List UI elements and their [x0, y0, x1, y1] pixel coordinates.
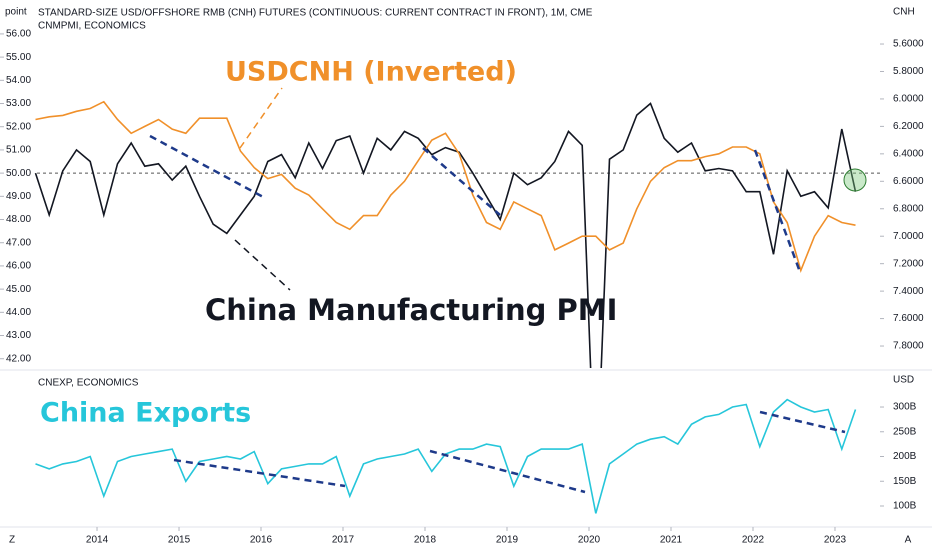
annotations [149, 87, 846, 494]
footer-icon[interactable]: A [905, 535, 912, 546]
x-tick-label: 2017 [332, 535, 355, 546]
y-tick-label: 45.00 [6, 284, 31, 295]
y2-axis-label: USD [893, 375, 914, 386]
y-tick-label: 49.00 [6, 191, 31, 202]
annotation: China Exports [40, 398, 251, 429]
y2-axis-label: CNH [893, 7, 915, 18]
trend-line [429, 449, 586, 494]
y-tick-label: 50.00 [6, 168, 31, 179]
y-tick-label: 54.00 [6, 75, 31, 86]
y2-tick-label: 7.6000 [893, 313, 924, 324]
y-tick-label: 52.00 [6, 121, 31, 132]
y-tick-label: 42.00 [6, 353, 31, 364]
trend-line [753, 149, 802, 273]
y2-tick-label: 7.2000 [893, 258, 924, 269]
y2-tick-label: 7.8000 [893, 341, 924, 352]
y2-tick-label: 6.4000 [893, 148, 924, 159]
x-tick-label: 2019 [496, 535, 519, 546]
x-tick-label: 2021 [660, 535, 683, 546]
x-tick-label: 2020 [578, 535, 601, 546]
y2-tick-label: 5.6000 [893, 39, 924, 50]
x-tick-label: 2016 [250, 535, 273, 546]
x-tick-label: 2023 [824, 535, 847, 546]
series-line [34, 102, 857, 368]
highlight-circle [843, 168, 867, 192]
annotation: USDCNH (Inverted) [225, 57, 517, 88]
chart-subtitle: CNEXP, ECONOMICS [38, 378, 139, 389]
y2-tick-label: 6.8000 [893, 203, 924, 214]
y2-tick-label: 150B [893, 476, 917, 487]
y2-tick-label: 300B [893, 402, 917, 413]
y2-tick-label: 5.8000 [893, 66, 924, 77]
y2-tick-label: 6.6000 [893, 176, 924, 187]
y-axis-label: point [5, 7, 27, 18]
y2-tick-label: 250B [893, 426, 917, 437]
y-tick-label: 44.00 [6, 307, 31, 318]
y-tick-label: 53.00 [6, 98, 31, 109]
y-tick-label: 56.00 [6, 29, 31, 40]
x-tick-label: 2015 [168, 535, 191, 546]
y2-tick-label: 200B [893, 451, 917, 462]
marks: 42.00 43.00 44.00 45.00 46.00 47.00 48.00 49.00… [0, 29, 924, 546]
y-tick-label: 51.00 [6, 145, 31, 156]
trend-line [149, 134, 266, 200]
annotation: China Manufacturing PMI [205, 293, 617, 327]
pointer-line [234, 239, 291, 291]
x-tick-label: 2014 [86, 535, 109, 546]
trend-line [422, 147, 501, 216]
trend-line [173, 458, 346, 488]
trend-line [759, 410, 846, 434]
series-line [35, 100, 856, 273]
chart-subtitle: CNMPMI, ECONOMICS [38, 21, 146, 32]
chart-title: STANDARD-SIZE USD/OFFSHORE RMB (CNH) FUT… [38, 8, 593, 19]
footer-icon[interactable]: Z [9, 535, 15, 546]
y-tick-label: 43.00 [6, 330, 31, 341]
x-tick-label: 2022 [742, 535, 765, 546]
y2-tick-label: 6.0000 [893, 94, 924, 105]
y-tick-label: 47.00 [6, 237, 31, 248]
y2-tick-label: 7.4000 [893, 286, 924, 297]
y-tick-label: 55.00 [6, 52, 31, 63]
x-tick-label: 2018 [414, 535, 437, 546]
pointer-line [239, 87, 283, 149]
y2-tick-label: 100B [893, 501, 917, 512]
y2-tick-label: 7.0000 [893, 231, 924, 242]
y2-tick-label: 6.2000 [893, 121, 924, 132]
y-tick-label: 46.00 [6, 261, 31, 272]
y-tick-label: 48.00 [6, 214, 31, 225]
